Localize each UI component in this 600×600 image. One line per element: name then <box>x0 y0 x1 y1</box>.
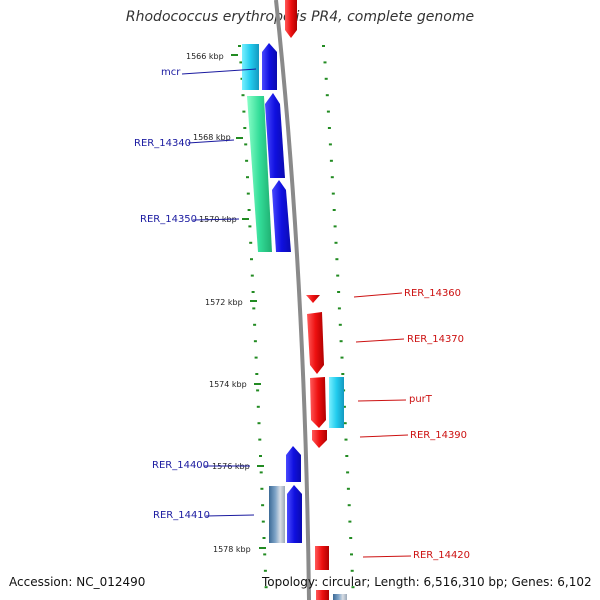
gene-rer-14420[interactable]: RER_14420 <box>315 546 470 600</box>
gene-label-purt[interactable]: purT <box>409 394 433 405</box>
genome-stats-text: Topology: circular; Length: 6,516,310 bp… <box>262 575 592 589</box>
tick-label: 1572 kbp <box>205 298 243 307</box>
genome-backbone <box>274 0 311 600</box>
gene-label-rer-14420[interactable]: RER_14420 <box>413 550 470 561</box>
gene-label-mcr[interactable]: mcr <box>161 67 181 78</box>
accession-text: Accession: NC_012490 <box>9 575 146 589</box>
tick-label: 1568 kbp <box>193 133 231 142</box>
inner-tick-track <box>322 45 355 589</box>
gene-label-rer-14350[interactable]: RER_14350 <box>140 214 197 225</box>
tick-label: 1566 kbp <box>186 52 224 61</box>
tick-1568: 1568 kbp <box>193 133 243 142</box>
gene-rer-14360[interactable]: RER_14360 <box>306 288 461 303</box>
gene-label-rer-14400[interactable]: RER_14400 <box>152 460 209 471</box>
tick-label: 1574 kbp <box>209 380 247 389</box>
gene-mcr[interactable]: mcr <box>161 43 277 90</box>
tick-1566: 1566 kbp <box>186 52 238 61</box>
gene-label-rer-14370[interactable]: RER_14370 <box>407 334 464 345</box>
tick-1578: 1578 kbp <box>213 545 266 554</box>
gene-purt[interactable]: purT <box>310 377 433 428</box>
gene-label-rer-14410[interactable]: RER_14410 <box>153 510 210 521</box>
gene-rer-14370[interactable]: RER_14370 <box>307 312 464 374</box>
tick-1574: 1574 kbp <box>209 380 261 389</box>
map-title: Rhodococcus erythropolis PR4, complete g… <box>125 9 475 25</box>
gene-rer-14340[interactable]: RER_14340 <box>134 93 285 252</box>
gene-label-rer-14390[interactable]: RER_14390 <box>410 430 467 441</box>
gene-rer-14400[interactable]: RER_14400 <box>152 446 301 482</box>
tick-1572: 1572 kbp <box>205 298 257 307</box>
gene-label-rer-14340[interactable]: RER_14340 <box>134 138 191 149</box>
gene-rer-14390[interactable]: RER_14390 <box>312 430 467 448</box>
gene-reverse-top <box>285 0 297 38</box>
gene-rer-14410[interactable]: RER_14410 <box>153 485 302 543</box>
tick-label: 1578 kbp <box>213 545 251 554</box>
gene-rer-14350[interactable]: RER_14350 <box>140 180 291 252</box>
gene-label-rer-14360[interactable]: RER_14360 <box>404 288 461 299</box>
